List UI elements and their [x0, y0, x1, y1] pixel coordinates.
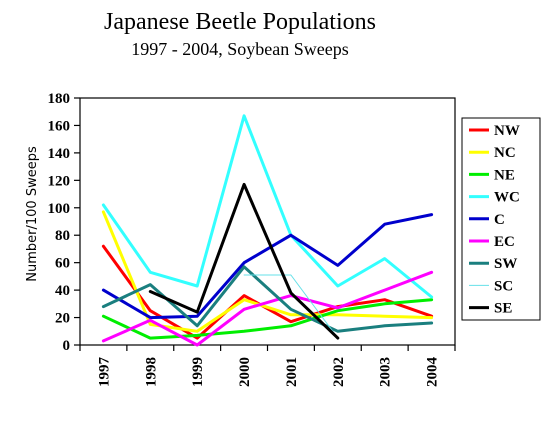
legend-label: SC	[494, 278, 513, 294]
legend-label: C	[494, 212, 505, 228]
y-tick-label: 180	[48, 91, 71, 107]
y-tick-label: 40	[55, 283, 70, 299]
legend-label: NE	[494, 167, 515, 183]
series-line-c	[101, 213, 434, 320]
y-tick-label: 100	[48, 201, 71, 217]
y-tick-label: 140	[48, 146, 71, 162]
series-line-wc	[101, 114, 434, 299]
series-line-ne	[101, 298, 434, 340]
x-tick-label: 2002	[331, 357, 347, 387]
series-line-ec	[101, 270, 434, 347]
y-tick-label: 80	[55, 228, 70, 244]
series-line-sc	[243, 274, 339, 339]
legend-label: NW	[494, 123, 520, 139]
y-tick-label: 0	[63, 338, 71, 354]
series-layer	[101, 114, 434, 347]
y-tick-label: 160	[48, 118, 71, 134]
series-line-sw	[101, 265, 434, 333]
x-tick-label: 1998	[143, 357, 159, 387]
series-line-se	[148, 182, 340, 340]
x-tick-label: 1997	[96, 357, 112, 388]
x-tick-label: 2001	[284, 357, 300, 387]
x-tick-label: 2004	[425, 357, 441, 388]
legend-label: EC	[494, 234, 515, 250]
y-tick-label: 60	[55, 256, 70, 272]
legend-label: NC	[494, 145, 516, 161]
legend-label: WC	[494, 190, 520, 206]
legend-label: SE	[494, 301, 512, 317]
x-tick-label: 1999	[190, 357, 206, 387]
y-tick-label: 20	[55, 311, 70, 327]
x-tick-label: 2000	[237, 357, 253, 387]
plot-area: 0 20 40 60 80 100 120 140 160 180 1997 1998 1999 2000…	[48, 91, 456, 387]
legend-label: SW	[494, 256, 517, 272]
y-axis-label: Number/100 Sweeps	[25, 146, 40, 282]
chart-subtitle: 1997 - 2004, Soybean Sweeps	[131, 39, 348, 59]
y-tick-label: 120	[48, 173, 71, 189]
legend: NW NC NE WC C EC SW SC SE	[461, 117, 541, 321]
chart-title: Japanese Beetle Populations	[104, 9, 376, 35]
x-tick-label: 2003	[378, 357, 394, 387]
